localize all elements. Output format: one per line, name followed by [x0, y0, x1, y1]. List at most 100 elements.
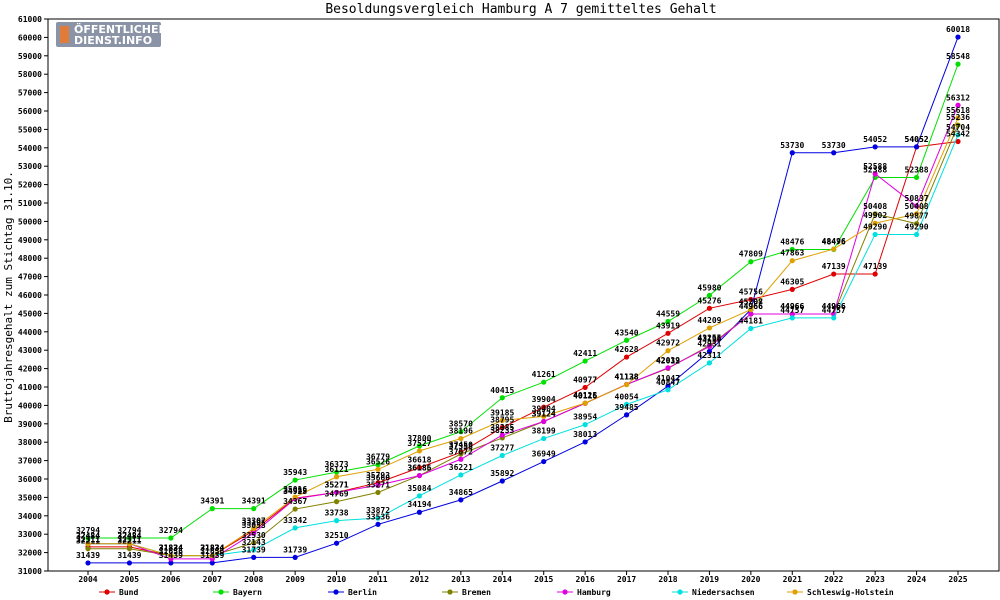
data-point — [955, 61, 961, 67]
data-point — [416, 509, 423, 515]
data-label: 54052 — [905, 135, 929, 144]
data-label: 49877 — [905, 212, 929, 221]
data-label: 41138 — [615, 372, 639, 381]
legend-label: Hamburg — [577, 588, 611, 597]
data-label: 31656 — [200, 547, 224, 556]
x-tick-label: 2013 — [451, 575, 470, 584]
data-label: 39124 — [532, 410, 556, 419]
data-point — [665, 383, 671, 389]
data-label: 32794 — [76, 526, 100, 535]
data-point — [955, 102, 961, 108]
data-label: 32311 — [117, 535, 141, 544]
y-tick-label: 55000 — [18, 125, 42, 134]
data-label: 34367 — [283, 497, 307, 506]
series-line — [88, 36, 959, 564]
data-label: 32484 — [76, 532, 100, 541]
data-label: 44757 — [822, 306, 846, 315]
data-label: 42039 — [656, 356, 680, 365]
data-label: 44966 — [822, 302, 846, 311]
data-label: 38385 — [490, 423, 514, 432]
y-tick-label: 44000 — [18, 328, 42, 337]
data-point — [706, 305, 713, 311]
data-label: 31739 — [283, 545, 307, 554]
y-tick-label: 54000 — [18, 144, 42, 153]
data-label: 34194 — [407, 500, 431, 509]
data-label: 44966 — [780, 302, 804, 311]
data-point — [126, 535, 133, 541]
legend-label: Bayern — [233, 588, 262, 597]
data-label: 31834 — [159, 544, 183, 553]
data-label: 36779 — [366, 453, 390, 462]
data-label: 32484 — [76, 532, 100, 541]
data-point — [706, 348, 713, 355]
series-line — [88, 63, 959, 539]
data-point — [416, 443, 423, 449]
data-point — [955, 122, 961, 128]
series-berlin — [85, 34, 961, 566]
data-point — [913, 144, 920, 150]
data-point — [85, 560, 91, 566]
data-label: 35943 — [283, 468, 307, 477]
data-point — [126, 560, 133, 566]
data-label: 32530 — [242, 531, 266, 540]
data-label: 33536 — [366, 512, 390, 521]
data-label: 41128 — [615, 373, 639, 382]
data-label: 47863 — [780, 249, 804, 258]
data-point — [292, 494, 298, 500]
data-point — [251, 540, 257, 546]
data-point — [499, 395, 505, 401]
data-label: 39485 — [615, 403, 639, 412]
data-point — [706, 343, 713, 350]
data-point — [499, 432, 505, 438]
data-point — [955, 132, 961, 138]
data-point — [292, 525, 298, 531]
data-point — [333, 499, 340, 505]
data-point — [789, 150, 795, 156]
data-label: 36121 — [325, 465, 349, 474]
data-label: 31834 — [200, 544, 224, 553]
data-point — [913, 221, 920, 227]
y-tick-label: 52000 — [18, 181, 42, 190]
data-label: 39904 — [532, 395, 556, 404]
y-tick-label: 59000 — [18, 52, 42, 61]
data-point — [168, 535, 174, 541]
data-label: 31439 — [76, 551, 100, 560]
data-label: 40116 — [573, 391, 597, 400]
data-point — [333, 469, 340, 475]
x-tick-label: 2015 — [534, 575, 553, 584]
data-point — [582, 358, 588, 364]
data-label: 42012 — [656, 356, 680, 365]
data-point — [913, 211, 920, 217]
data-point — [665, 330, 671, 336]
data-label: 44559 — [656, 310, 680, 319]
data-label: 31834 — [200, 544, 224, 553]
data-point — [541, 413, 547, 419]
data-point — [706, 292, 713, 298]
data-point — [416, 448, 423, 454]
data-label: 38233 — [490, 426, 514, 435]
data-label: 37450 — [449, 440, 473, 449]
data-label: 43196 — [697, 335, 721, 344]
data-label: 44966 — [739, 302, 763, 311]
data-point — [499, 417, 505, 423]
legend-item: Hamburg — [557, 588, 611, 597]
data-label: 34769 — [325, 490, 349, 499]
data-label: 33053 — [242, 521, 266, 530]
y-tick-label: 58000 — [18, 70, 42, 79]
data-point — [333, 518, 340, 524]
data-label: 31439 — [159, 551, 183, 560]
data-point — [913, 203, 920, 209]
data-label: 33195 — [242, 519, 266, 528]
data-label: 33342 — [283, 516, 307, 525]
data-point — [872, 211, 878, 217]
x-tick-label: 2020 — [741, 575, 760, 584]
data-point — [458, 472, 464, 478]
data-point — [789, 315, 795, 321]
data-point — [831, 271, 837, 277]
data-label: 48476 — [780, 237, 804, 246]
data-label: 42931 — [697, 339, 721, 348]
data-point — [499, 424, 505, 431]
data-label: 34391 — [200, 497, 224, 506]
legend-item: Bayern — [213, 588, 262, 597]
data-label: 35660 — [366, 473, 390, 482]
